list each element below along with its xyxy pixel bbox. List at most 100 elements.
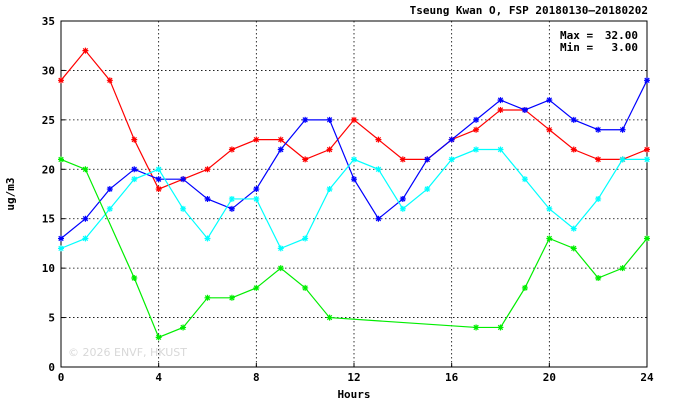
data-point-marker bbox=[228, 205, 235, 212]
data-point-marker bbox=[595, 156, 602, 163]
data-point-marker bbox=[644, 77, 650, 84]
y-tick-label: 15 bbox=[42, 213, 55, 226]
y-tick-label: 35 bbox=[42, 15, 55, 28]
data-point-marker bbox=[399, 205, 406, 212]
data-point-marker bbox=[619, 156, 626, 163]
data-point-marker bbox=[326, 116, 333, 123]
data-point-marker bbox=[351, 176, 357, 183]
series-4 bbox=[58, 156, 650, 341]
data-point-marker bbox=[106, 205, 113, 212]
data-point-marker bbox=[58, 245, 64, 252]
data-point-marker bbox=[448, 136, 455, 143]
data-point-marker bbox=[326, 314, 333, 321]
data-point-marker bbox=[546, 205, 553, 212]
min-value: 3.00 bbox=[612, 41, 639, 54]
data-point-marker bbox=[375, 215, 382, 222]
data-point-marker bbox=[546, 235, 553, 242]
data-point-marker bbox=[521, 106, 528, 113]
data-point-marker bbox=[253, 284, 260, 291]
data-point-marker bbox=[473, 116, 480, 123]
x-tick-label: 8 bbox=[253, 371, 260, 384]
data-point-marker bbox=[58, 156, 64, 163]
max-value: 32.00 bbox=[605, 29, 638, 42]
data-point-marker bbox=[546, 126, 553, 133]
data-point-marker bbox=[277, 265, 284, 272]
data-point-marker bbox=[570, 245, 577, 252]
data-point-marker bbox=[58, 77, 64, 84]
data-point-marker bbox=[106, 77, 113, 84]
x-tick-label: 0 bbox=[58, 371, 65, 384]
data-point-marker bbox=[228, 294, 235, 301]
y-tick-label: 20 bbox=[42, 163, 55, 176]
data-point-marker bbox=[82, 235, 89, 242]
data-point-marker bbox=[180, 205, 187, 212]
series-group bbox=[58, 47, 650, 341]
data-point-marker bbox=[277, 146, 284, 153]
data-point-marker bbox=[131, 176, 138, 183]
data-point-marker bbox=[351, 156, 357, 163]
data-point-marker bbox=[155, 176, 162, 183]
data-point-marker bbox=[228, 146, 235, 153]
data-point-marker bbox=[253, 136, 260, 143]
data-point-marker bbox=[180, 324, 187, 331]
series-3 bbox=[58, 146, 650, 252]
data-point-marker bbox=[302, 156, 309, 163]
data-point-marker bbox=[497, 146, 504, 153]
data-point-marker bbox=[473, 324, 480, 331]
data-point-marker bbox=[155, 166, 162, 173]
data-point-marker bbox=[204, 195, 211, 202]
data-point-marker bbox=[131, 275, 138, 282]
data-point-marker bbox=[375, 166, 382, 173]
data-point-marker bbox=[399, 156, 406, 163]
data-point-marker bbox=[302, 116, 309, 123]
data-point-marker bbox=[448, 156, 455, 163]
data-point-marker bbox=[302, 235, 309, 242]
data-point-marker bbox=[82, 215, 89, 222]
data-point-marker bbox=[644, 156, 650, 163]
x-tick-label: 20 bbox=[543, 371, 556, 384]
y-tick-label: 10 bbox=[42, 262, 55, 275]
data-point-marker bbox=[424, 156, 431, 163]
data-point-marker bbox=[82, 47, 89, 54]
data-point-marker bbox=[326, 146, 333, 153]
data-point-marker bbox=[619, 126, 626, 133]
data-point-marker bbox=[473, 126, 480, 133]
data-point-marker bbox=[424, 186, 431, 193]
x-tick-label: 4 bbox=[155, 371, 162, 384]
data-point-marker bbox=[497, 324, 504, 331]
data-point-marker bbox=[570, 146, 577, 153]
data-point-marker bbox=[58, 235, 64, 242]
x-axis-label: Hours bbox=[337, 388, 370, 401]
data-point-marker bbox=[155, 186, 162, 193]
tick-labels: 0 4 8 12 16 20 24 0 5 10 15 20 25 30 35 bbox=[42, 15, 654, 384]
data-point-marker bbox=[521, 176, 528, 183]
data-point-marker bbox=[570, 225, 577, 232]
y-tick-label: 5 bbox=[48, 312, 55, 325]
data-point-marker bbox=[180, 176, 187, 183]
y-tick-label: 25 bbox=[42, 114, 55, 127]
data-point-marker bbox=[326, 186, 333, 193]
copyright-watermark: © 2026 ENVF, HKUST bbox=[68, 346, 187, 359]
data-point-marker bbox=[204, 166, 211, 173]
max-label: Max = bbox=[560, 29, 593, 42]
data-point-marker bbox=[619, 265, 626, 272]
data-point-marker bbox=[351, 116, 357, 123]
data-point-marker bbox=[595, 275, 602, 282]
data-point-marker bbox=[131, 166, 138, 173]
data-point-marker bbox=[644, 235, 650, 242]
series-2 bbox=[58, 77, 650, 242]
data-point-marker bbox=[155, 334, 162, 341]
data-point-marker bbox=[497, 106, 504, 113]
y-tick-label: 0 bbox=[48, 361, 55, 374]
data-point-marker bbox=[595, 195, 602, 202]
data-point-marker bbox=[644, 146, 650, 153]
data-point-marker bbox=[277, 245, 284, 252]
data-point-marker bbox=[570, 116, 577, 123]
plot-frame bbox=[60, 20, 648, 368]
data-point-marker bbox=[131, 136, 138, 143]
min-label: Min = bbox=[560, 41, 593, 54]
data-point-marker bbox=[375, 136, 382, 143]
y-axis-label: ug/m3 bbox=[4, 177, 17, 210]
x-tick-label: 24 bbox=[640, 371, 654, 384]
x-tick-label: 12 bbox=[347, 371, 360, 384]
